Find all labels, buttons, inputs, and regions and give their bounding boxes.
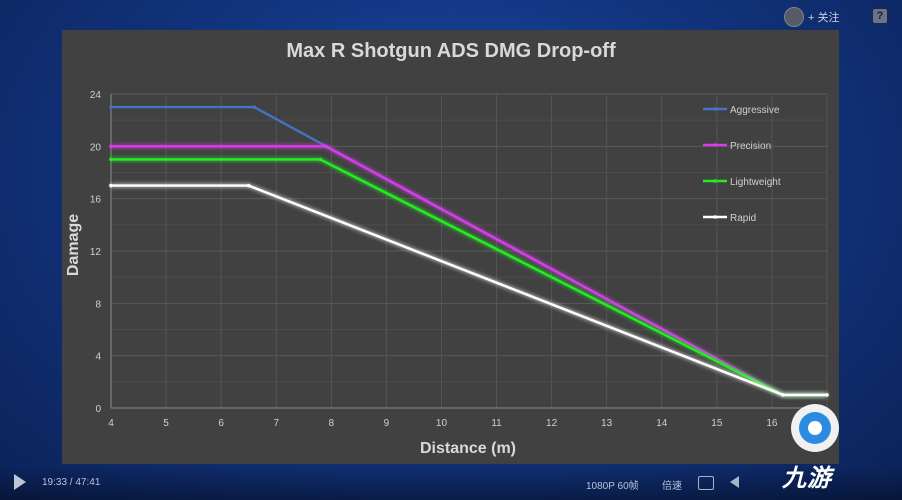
x-tick-label: 8 bbox=[329, 418, 335, 429]
series-point-rapid bbox=[781, 393, 785, 397]
current-time: 19:33 bbox=[42, 477, 68, 488]
x-tick-label: 5 bbox=[163, 418, 169, 429]
series-point-lightweight bbox=[109, 157, 113, 162]
legend-marker-precision bbox=[713, 143, 717, 147]
legend-label-aggressive: Aggressive bbox=[730, 105, 780, 116]
y-tick-label: 12 bbox=[90, 247, 102, 258]
volume-icon[interactable] bbox=[730, 476, 739, 488]
x-tick-label: 14 bbox=[656, 418, 668, 429]
legend-label-precision: Precision bbox=[730, 141, 771, 152]
x-tick-label: 16 bbox=[766, 418, 778, 429]
series-point-precision bbox=[109, 144, 113, 149]
chart-title: Max R Shotgun ADS DMG Drop-off bbox=[286, 40, 616, 62]
x-tick-label: 12 bbox=[546, 418, 558, 429]
follow-button[interactable]: + 关注 bbox=[808, 12, 840, 24]
x-tick-label: 4 bbox=[108, 418, 114, 429]
quality-selector[interactable]: 1080P 60帧 bbox=[586, 481, 639, 492]
time-separator: / bbox=[67, 477, 76, 488]
series-point-precision bbox=[324, 144, 328, 149]
speed-selector[interactable]: 倍速 bbox=[662, 481, 682, 492]
danmaku-toggle-icon[interactable] bbox=[698, 476, 714, 490]
series-point-rapid bbox=[246, 183, 251, 188]
y-tick-label: 20 bbox=[90, 142, 102, 153]
series-point-rapid bbox=[825, 393, 829, 397]
series-point-rapid bbox=[109, 183, 113, 188]
series-point-aggressive bbox=[252, 105, 256, 109]
x-tick-label: 11 bbox=[491, 418, 502, 429]
x-tick-label: 15 bbox=[711, 418, 723, 429]
y-tick-label: 16 bbox=[90, 195, 102, 206]
x-tick-label: 13 bbox=[601, 418, 613, 429]
legend-marker-rapid bbox=[713, 215, 717, 219]
y-axis-label: Damage bbox=[65, 214, 82, 276]
series-line-rapid bbox=[111, 184, 827, 397]
player-controls: 19:33 / 47:41 1080P 60帧 倍速 bbox=[0, 466, 902, 500]
y-tick-label: 24 bbox=[90, 90, 102, 101]
x-tick-label: 6 bbox=[218, 418, 224, 429]
play-icon[interactable] bbox=[14, 474, 26, 490]
chart-panel bbox=[62, 30, 839, 464]
legend-label-lightweight: Lightweight bbox=[730, 177, 781, 188]
y-tick-label: 8 bbox=[95, 299, 101, 310]
help-button[interactable]: ? bbox=[873, 9, 887, 23]
legend-marker-aggressive bbox=[713, 107, 717, 111]
playback-time: 19:33 / 47:41 bbox=[42, 477, 100, 488]
series-point-aggressive bbox=[109, 105, 113, 109]
player-topbar: + 关注 ? bbox=[0, 0, 902, 28]
uploader-avatar[interactable] bbox=[784, 7, 804, 27]
x-tick-label: 10 bbox=[436, 418, 448, 429]
x-tick-label: 7 bbox=[273, 418, 279, 429]
x-tick-label: 9 bbox=[384, 418, 390, 429]
watermark-logo-icon bbox=[791, 404, 839, 452]
legend-label-rapid: Rapid bbox=[730, 213, 756, 224]
series-line-precision bbox=[111, 145, 827, 397]
series-point-lightweight bbox=[318, 157, 323, 162]
legend-marker-lightweight bbox=[713, 179, 717, 183]
y-tick-label: 0 bbox=[95, 404, 101, 415]
total-time: 47:41 bbox=[75, 477, 101, 488]
watermark-text: 九游 bbox=[782, 465, 832, 492]
y-tick-label: 4 bbox=[95, 352, 101, 363]
x-axis-label: Distance (m) bbox=[420, 440, 516, 457]
